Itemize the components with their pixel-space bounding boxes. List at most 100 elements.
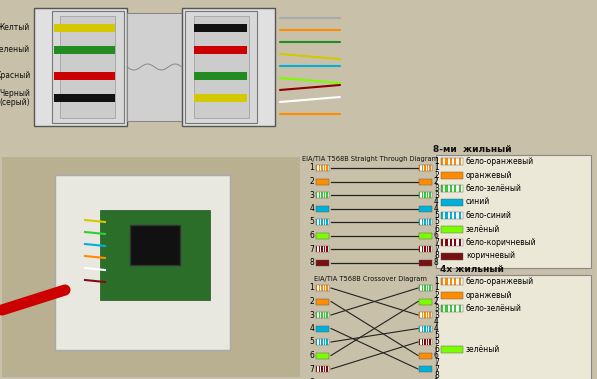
Text: 6: 6: [310, 231, 315, 240]
Text: 5: 5: [434, 218, 439, 227]
Text: 2: 2: [434, 297, 439, 306]
Text: 8: 8: [434, 378, 439, 379]
Bar: [316, 352, 329, 359]
Text: 3: 3: [310, 310, 315, 319]
Bar: [327, 285, 328, 291]
Bar: [441, 199, 463, 205]
Bar: [419, 312, 432, 318]
Bar: [319, 246, 320, 252]
Bar: [419, 232, 432, 238]
Bar: [441, 305, 443, 312]
Text: 8: 8: [310, 258, 315, 267]
Bar: [441, 252, 463, 260]
Bar: [419, 339, 432, 345]
Bar: [316, 339, 317, 345]
Bar: [316, 326, 329, 332]
Bar: [427, 192, 428, 198]
Bar: [419, 366, 432, 372]
Bar: [445, 239, 448, 246]
Bar: [327, 192, 328, 198]
Bar: [424, 339, 426, 345]
Bar: [445, 212, 448, 219]
Text: бело-зелёный: бело-зелёный: [466, 184, 522, 193]
Bar: [450, 278, 452, 285]
Bar: [55, 175, 230, 350]
Bar: [316, 246, 329, 252]
Bar: [445, 305, 448, 312]
Bar: [321, 339, 322, 345]
Bar: [100, 210, 210, 300]
Text: коричневый: коричневый: [466, 252, 515, 260]
Bar: [327, 312, 328, 318]
Bar: [321, 192, 322, 198]
Bar: [441, 278, 463, 285]
Text: 5: 5: [434, 331, 439, 340]
Text: 5: 5: [310, 338, 315, 346]
Text: Зеленый: Зеленый: [0, 45, 30, 55]
Bar: [419, 299, 432, 304]
Bar: [316, 205, 329, 211]
Bar: [441, 239, 463, 246]
Text: 4: 4: [434, 318, 439, 326]
Text: 2: 2: [310, 297, 315, 306]
Bar: [316, 366, 329, 372]
Bar: [324, 366, 325, 372]
Bar: [321, 366, 322, 372]
Bar: [458, 305, 461, 312]
Text: 4: 4: [434, 324, 439, 333]
Bar: [441, 185, 463, 192]
Bar: [441, 212, 463, 219]
Bar: [324, 219, 325, 225]
Bar: [419, 219, 432, 225]
Text: 3: 3: [434, 310, 439, 319]
Text: 6: 6: [434, 351, 439, 360]
Bar: [419, 205, 432, 211]
Text: 4: 4: [310, 204, 315, 213]
Bar: [275, 8, 595, 126]
Bar: [441, 172, 463, 179]
Bar: [441, 226, 463, 232]
Bar: [316, 219, 329, 225]
Bar: [316, 246, 317, 252]
Text: 8: 8: [434, 258, 439, 267]
Bar: [427, 285, 428, 291]
Bar: [316, 205, 329, 211]
Bar: [324, 192, 325, 198]
Bar: [316, 260, 329, 266]
Text: 8: 8: [434, 371, 439, 379]
Bar: [419, 165, 420, 171]
Bar: [419, 366, 432, 372]
Bar: [319, 366, 320, 372]
Bar: [321, 165, 322, 171]
Bar: [427, 326, 428, 332]
Bar: [441, 185, 443, 192]
Bar: [441, 185, 463, 192]
Bar: [194, 94, 247, 102]
Text: синий: синий: [466, 197, 490, 207]
Bar: [421, 326, 423, 332]
Bar: [445, 278, 448, 285]
Bar: [441, 291, 463, 299]
Bar: [419, 339, 432, 345]
Text: бело-коричневый: бело-коричневый: [466, 238, 537, 247]
Bar: [419, 260, 432, 266]
Text: 3: 3: [434, 184, 439, 193]
Bar: [54, 46, 115, 54]
Text: EIA/TIA T568B Straight Through Diagram: EIA/TIA T568B Straight Through Diagram: [302, 156, 438, 162]
Bar: [441, 226, 463, 232]
Text: 2: 2: [434, 177, 439, 186]
Bar: [319, 219, 320, 225]
Text: 5: 5: [310, 218, 315, 227]
Bar: [194, 24, 247, 32]
Bar: [324, 165, 325, 171]
Text: Желтый: Желтый: [0, 23, 30, 33]
Bar: [321, 312, 322, 318]
Text: 2: 2: [434, 290, 439, 299]
Text: 7: 7: [310, 365, 315, 373]
Bar: [441, 212, 463, 219]
Text: бело-синий: бело-синий: [466, 211, 512, 220]
Bar: [421, 339, 423, 345]
Bar: [419, 260, 432, 266]
Bar: [419, 285, 432, 291]
Bar: [419, 246, 420, 252]
